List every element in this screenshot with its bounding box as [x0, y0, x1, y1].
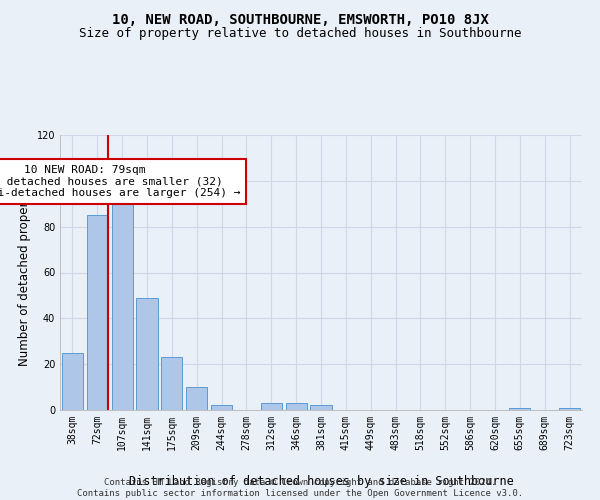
Bar: [211, 406, 232, 410]
Bar: [186, 387, 207, 410]
Text: Distribution of detached houses by size in Southbourne: Distribution of detached houses by size …: [128, 474, 514, 488]
Bar: [161, 358, 182, 410]
Text: Contains HM Land Registry data © Crown copyright and database right 2024.
Contai: Contains HM Land Registry data © Crown c…: [77, 478, 523, 498]
Bar: [509, 408, 530, 410]
Bar: [559, 408, 580, 410]
Bar: [310, 406, 332, 410]
Y-axis label: Number of detached properties: Number of detached properties: [18, 180, 31, 366]
Bar: [286, 403, 307, 410]
Bar: [261, 403, 282, 410]
Text: Size of property relative to detached houses in Southbourne: Size of property relative to detached ho…: [79, 28, 521, 40]
Bar: [87, 215, 108, 410]
Bar: [112, 204, 133, 410]
Text: 10, NEW ROAD, SOUTHBOURNE, EMSWORTH, PO10 8JX: 10, NEW ROAD, SOUTHBOURNE, EMSWORTH, PO1…: [112, 12, 488, 26]
Text: 10 NEW ROAD: 79sqm
← 11% of detached houses are smaller (32)
89% of semi-detache: 10 NEW ROAD: 79sqm ← 11% of detached hou…: [0, 165, 240, 198]
Bar: [62, 352, 83, 410]
Bar: [136, 298, 158, 410]
